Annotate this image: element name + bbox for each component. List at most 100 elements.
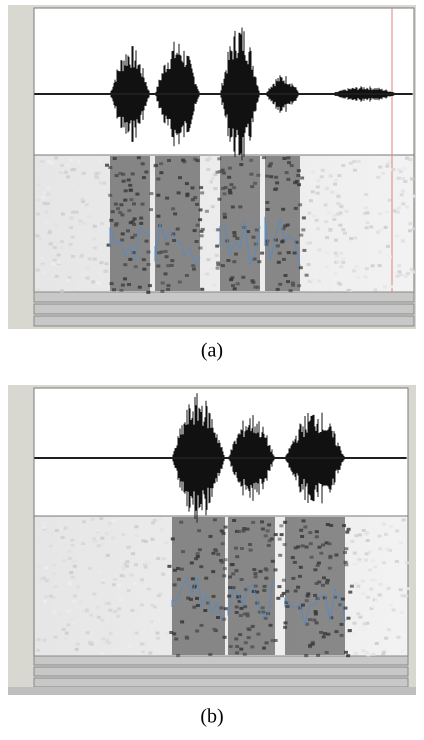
spectrogram-cell (299, 233, 304, 237)
spectrogram-cell (69, 571, 74, 574)
spectrogram-cell (317, 248, 322, 252)
spectrogram-cell (343, 606, 348, 610)
spectrogram-cell (335, 212, 340, 216)
spectrogram-cell (91, 280, 96, 284)
spectrogram-cell (356, 159, 361, 163)
spectrogram-cell (52, 246, 57, 250)
spectrogram-cell (76, 160, 81, 163)
spectrogram-cell (336, 194, 341, 198)
spectrogram-cell (150, 537, 155, 541)
spectrogram-cell (205, 272, 210, 276)
spectrogram-cell (84, 608, 89, 612)
spectrogram-cell (395, 529, 400, 533)
spectrogram-cell (309, 199, 313, 203)
spectrogram-cell (378, 547, 383, 551)
spectrogram-cell (217, 157, 222, 161)
spectrogram-cell (104, 602, 109, 606)
spectrogram-cell (209, 267, 214, 271)
spectrogram-cell (42, 527, 47, 531)
spectrogram-cell (66, 623, 71, 627)
spectrogram-cell (100, 536, 105, 540)
spectrogram-cell (35, 212, 40, 216)
spectrogram-cell (373, 288, 378, 292)
spectrogram-cell (47, 228, 52, 232)
spectrogram-cell (98, 181, 103, 185)
spectrogram-cell (381, 171, 386, 175)
spectrogram-cell (74, 210, 79, 214)
spectrogram-cell (95, 529, 100, 533)
spectrogram-cell (352, 551, 357, 555)
spectrogram-cell (44, 210, 49, 214)
spectrogram-cell (72, 559, 77, 563)
spectrogram-cell (279, 533, 284, 537)
spectrogram-cell (54, 156, 59, 160)
spectrogram-cell (335, 260, 340, 264)
spectrogram-cell (315, 191, 320, 195)
spectrogram-cell (60, 238, 65, 242)
spectrogram-cell (217, 197, 222, 201)
spectrogram-cell (323, 203, 328, 207)
spectrogram-cell (92, 246, 97, 250)
spectrogram-cell (48, 544, 53, 548)
spectrogram-cell (365, 539, 370, 542)
spectrogram-cell (56, 253, 61, 257)
visible-bar (33, 666, 409, 677)
visible-bar (33, 303, 415, 315)
spectrogram-cell (156, 636, 160, 640)
spectrogram-cell (309, 278, 314, 282)
spectrogram-cell (394, 560, 399, 563)
spectrogram-cell (52, 563, 57, 567)
spectrogram-cell (338, 223, 343, 227)
spectrogram-cell (388, 285, 393, 289)
spectrogram-cell (44, 579, 49, 583)
spectrogram-cell (105, 615, 110, 619)
spectrogram-cell (215, 266, 220, 270)
spectrogram-cell (69, 216, 74, 220)
spectrogram-cell (140, 578, 144, 582)
spectrogram-cell (158, 618, 163, 622)
spectrogram-cell (68, 243, 73, 246)
spectrogram-cell (370, 264, 375, 268)
spectrogram-cell (111, 519, 116, 523)
spectrogram-cell (147, 627, 151, 631)
spectrogram-cell (369, 225, 374, 229)
spectrogram-cell (364, 267, 369, 271)
spectrogram-cell (117, 607, 122, 611)
spectrogram-cell (37, 565, 42, 569)
spectrogram-cell (70, 575, 75, 579)
spectrogram-energy (265, 156, 300, 291)
spectrogram-cell (397, 168, 401, 172)
spectrogram-cell (200, 227, 205, 231)
spectrogram-cell (158, 592, 163, 596)
spectrogram-cell (71, 254, 75, 258)
spectrogram-cell (125, 560, 130, 564)
spectrogram-cell (281, 578, 286, 582)
spectrogram-cell (198, 218, 203, 222)
spectrogram-cell (96, 171, 101, 175)
spectrogram-cell (382, 561, 386, 565)
spectrogram-cell (385, 164, 390, 168)
spectrogram-cell (395, 274, 400, 278)
spectrogram-cell (62, 543, 67, 547)
spectrogram-cell (80, 253, 85, 257)
spectrogram-cell (334, 254, 339, 258)
spectrogram-cell (356, 612, 361, 616)
spectrogram-cell (69, 226, 74, 230)
spectrogram-cell (199, 186, 204, 190)
spectrogram-cell (81, 200, 86, 203)
spectrogram-cell (72, 635, 77, 639)
spectrogram-cell (408, 158, 413, 162)
spectrogram-cell (403, 180, 408, 183)
spectrogram-cell (105, 163, 109, 167)
spectrogram-cell (200, 191, 205, 195)
spectrogram-cell (43, 599, 47, 603)
spectrogram-cell (102, 640, 107, 644)
spectrogram-cell (149, 192, 154, 196)
spectrogram-cell (364, 226, 369, 230)
spectrogram-cell (149, 208, 153, 212)
spectrogram-cell (42, 271, 47, 275)
spectrogram-cell (405, 587, 410, 591)
spectrogram-cell (155, 602, 160, 605)
spectrogram-cell (43, 595, 48, 599)
spectrogram-cell (365, 621, 370, 625)
